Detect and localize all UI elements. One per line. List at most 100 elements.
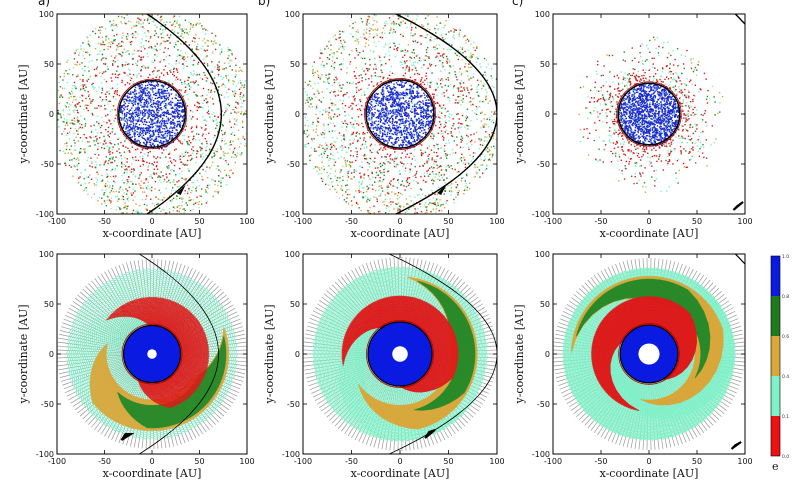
- disk-point: [143, 106, 145, 108]
- scatter-point: [333, 146, 336, 148]
- scatter-point: [445, 55, 448, 58]
- scatter-point: [396, 198, 399, 200]
- scatter-point: [420, 136, 422, 138]
- scatter-point: [87, 95, 90, 97]
- disk-point: [174, 124, 176, 127]
- scatter-point: [190, 158, 193, 160]
- scatter-point: [100, 105, 102, 107]
- scatter-point: [142, 191, 144, 193]
- disk-point: [160, 141, 162, 143]
- scatter-point: [402, 34, 404, 37]
- scatter-point: [470, 120, 472, 122]
- scatter-point: [488, 158, 491, 161]
- scatter-point: [146, 161, 148, 164]
- scatter-point: [230, 144, 232, 146]
- scatter-point: [329, 143, 332, 146]
- disk-point: [143, 101, 145, 104]
- scatter-point: [470, 100, 472, 103]
- disk-point: [174, 116, 176, 118]
- scatter-point: [425, 116, 427, 119]
- scatter-point: [187, 144, 189, 146]
- scatter-point: [476, 118, 478, 120]
- scatter-point: [101, 87, 103, 90]
- scatter-point: [94, 74, 97, 76]
- scatter-point: [362, 191, 365, 194]
- scatter-point: [459, 68, 461, 70]
- scatter-point: [355, 104, 357, 107]
- scatter-point: [170, 71, 172, 73]
- scatter-point: [149, 18, 152, 21]
- scatter-point: [345, 114, 347, 116]
- scatter-point: [420, 43, 422, 45]
- scatter-point: [208, 116, 211, 118]
- scatter-point: [400, 21, 402, 23]
- disk-point: [147, 87, 149, 89]
- disk-point: [166, 132, 169, 135]
- scatter-point: [107, 48, 109, 50]
- scatter-point: [132, 173, 135, 175]
- scatter-point: [321, 113, 324, 116]
- scatter-point: [311, 105, 314, 108]
- scatter-point: [195, 156, 198, 158]
- scatter-point: [134, 175, 137, 177]
- disk-point: [137, 128, 139, 130]
- scatter-point: [404, 167, 407, 169]
- scatter-point: [381, 36, 384, 39]
- scatter-point: [86, 107, 88, 110]
- scatter-point: [399, 161, 402, 163]
- scatter-point: [382, 77, 384, 80]
- scatter-point: [475, 113, 478, 116]
- disk-point: [150, 112, 153, 115]
- scatter-point: [125, 125, 128, 127]
- scatter-point: [156, 26, 158, 28]
- scatter-point: [169, 42, 171, 44]
- scatter-point: [147, 56, 149, 58]
- scatter-point: [223, 68, 225, 70]
- scatter-point: [126, 208, 128, 210]
- disk-point: [141, 110, 143, 112]
- scatter-point: [156, 203, 158, 206]
- scatter-point: [445, 90, 448, 92]
- scatter-point: [419, 119, 421, 122]
- scatter-point: [197, 49, 200, 51]
- scatter-point: [364, 140, 367, 143]
- scatter-point: [465, 117, 468, 120]
- scatter-point: [156, 83, 159, 85]
- disk-point: [158, 131, 161, 133]
- disk-point: [126, 95, 128, 97]
- scatter-point: [123, 192, 126, 194]
- disk-point: [170, 131, 173, 133]
- scatter-point: [84, 105, 86, 107]
- scatter-point: [372, 36, 375, 39]
- scatter-point: [206, 176, 209, 179]
- disk-point: [160, 94, 162, 96]
- scatter-point: [429, 65, 432, 67]
- scatter-point: [205, 170, 207, 173]
- scatter-point: [482, 124, 484, 126]
- disk-point: [155, 140, 157, 142]
- scatter-point: [379, 65, 382, 67]
- disk-outline: [118, 80, 186, 148]
- scatter-point: [377, 149, 379, 152]
- scatter-point: [108, 199, 111, 201]
- scatter-point: [420, 124, 422, 127]
- scatter-point: [342, 58, 345, 60]
- scatter-point: [450, 127, 453, 129]
- scatter-point: [155, 165, 158, 168]
- scatter-point: [376, 34, 378, 37]
- scatter-point: [210, 91, 212, 93]
- scatter-point: [154, 30, 156, 32]
- scatter-point: [344, 115, 346, 117]
- scatter-point: [149, 117, 152, 120]
- scatter-point: [465, 115, 468, 117]
- disk-point: [138, 119, 140, 121]
- scatter-point: [231, 53, 233, 55]
- disk-point: [148, 132, 151, 134]
- scatter-point: [135, 211, 137, 213]
- scatter-point: [481, 153, 483, 155]
- scatter-point: [353, 140, 355, 142]
- scatter-point: [170, 192, 172, 195]
- scatter-point: [423, 204, 426, 206]
- disk-point: [158, 127, 161, 130]
- scatter-point: [186, 32, 188, 34]
